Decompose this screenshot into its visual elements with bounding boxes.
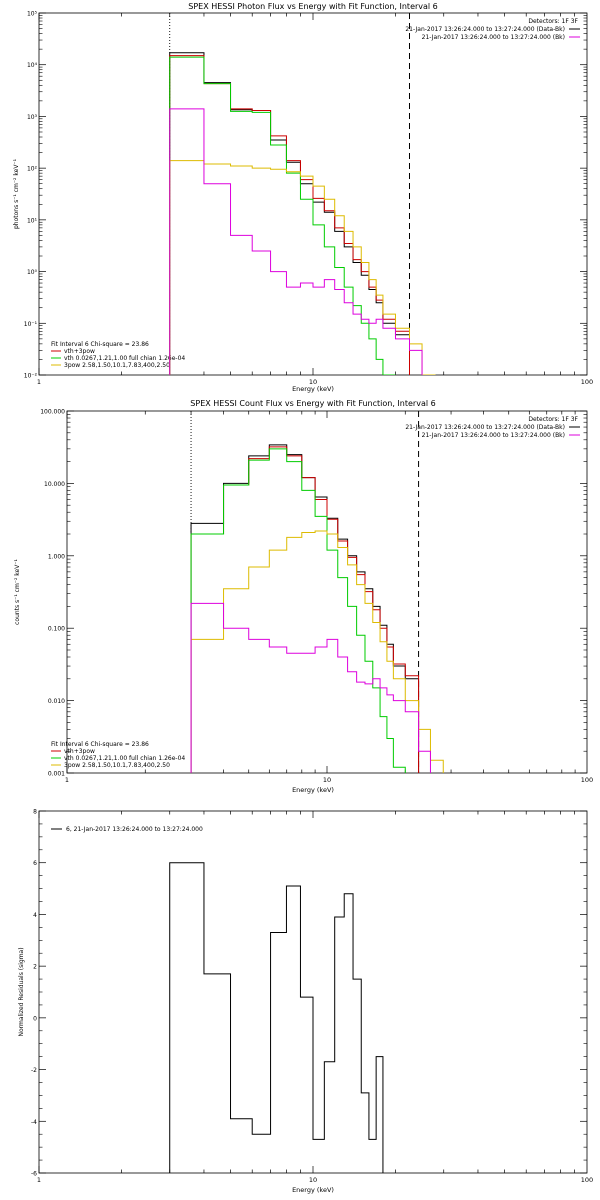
photon-flux-y-tick-label: 10³: [27, 114, 38, 121]
residuals-y-tick-label: -4: [31, 1119, 37, 1126]
photon-flux-series-background: [169, 108, 423, 375]
count-flux-y-tick-label: 10.000: [44, 481, 65, 488]
photon-flux-detectors: Detectors: 1F 3F: [528, 18, 578, 25]
count-flux-fit-label-vth: vth 0.0267,1.21,1.00 full chian 1.26e-04: [64, 755, 185, 762]
residuals-y-tick-label: 8: [33, 809, 37, 816]
photon-flux-series-vth: [169, 56, 396, 375]
count-flux-y-tick-label: 0.100: [48, 626, 65, 633]
count-flux-fit-label-vth3pow: vth+3pow: [64, 748, 95, 755]
photon-flux-y-tick-label: 10⁻¹: [24, 321, 38, 328]
count-flux-obs-label: 21-Jan-2017 13:26:24.000 to 13:27:24.000…: [405, 424, 565, 431]
photon-flux-y-tick-label: 10¹: [27, 217, 38, 224]
photon-flux-series-vth_3pow: [169, 55, 410, 375]
count-flux-detectors: Detectors: 1F 3F: [528, 416, 578, 423]
photon-flux-fit-header: Fit Interval 6 Chi-square = 23.86: [51, 341, 149, 348]
photon-flux-fit-label-3pow: 3pow 2.58,1.50,10.1,7.83,400,2.50: [64, 362, 170, 369]
residuals-x-tick-label: 10: [309, 1176, 317, 1184]
photon-flux-x-tick-label: 10: [309, 378, 317, 386]
count-flux-x-tick-label: 1: [65, 776, 69, 784]
residuals-legend-label: 6, 21-Jan-2017 13:26:24.000 to 13:27:24.…: [66, 826, 203, 833]
photon-flux-x-tick-label: 100: [581, 378, 593, 386]
residuals-panel: 6, 21-Jan-2017 13:26:24.000 to 13:27:24.…: [18, 809, 593, 1195]
residuals-y-tick-label: 6: [33, 860, 37, 867]
count-flux-ylabel: counts s⁻¹ cm⁻² keV⁻¹: [14, 559, 21, 625]
count-flux-plot-frame: [66, 410, 588, 774]
residuals-y-tick-label: -6: [31, 1171, 37, 1178]
residuals-ylabel: Normalized Residuals (sigma): [18, 947, 25, 1036]
count-flux-title: SPEX HESSI Count Flux vs Energy with Fit…: [190, 399, 435, 408]
residuals-series-residual: [169, 862, 384, 1173]
photon-flux-y-tick-label: 10⁵: [27, 11, 38, 18]
residuals-x-tick-label: 100: [581, 1176, 593, 1184]
photon-flux-obs-label: 21-Jan-2017 13:26:24.000 to 13:27:24.000…: [405, 26, 565, 33]
count-flux-series-total: [190, 444, 420, 773]
photon-flux-y-tick-label: 10²: [27, 166, 38, 173]
photon-flux-series-3pow: [169, 160, 436, 375]
count-flux-y-tick-label: 0.001: [48, 771, 65, 778]
residuals-y-tick-label: -2: [31, 1067, 37, 1074]
photon-flux-title: SPEX HESSI Photon Flux vs Energy with Fi…: [188, 2, 438, 11]
count-flux-fit-label-3pow: 3pow 2.58,1.50,10.1,7.83,400,2.50: [64, 762, 170, 769]
count-flux-y-tick-label: 0.010: [48, 698, 65, 705]
count-flux-y-tick-label: 100.000: [40, 409, 65, 416]
count-flux-xlabel: Energy (keV): [292, 786, 334, 794]
count-flux-panel: SPEX HESSI Count Flux vs Energy with Fit…: [14, 399, 593, 794]
photon-flux-x-tick-label: 1: [37, 378, 41, 386]
count-flux-series-vth_3pow: [190, 446, 420, 773]
photon-flux-panel: SPEX HESSI Photon Flux vs Energy with Fi…: [13, 2, 593, 393]
count-flux-x-tick-label: 100: [581, 776, 593, 784]
count-flux-series-3pow: [190, 530, 444, 773]
photon-flux-bk-label: 21-Jan-2017 13:26:24.000 to 13:27:24.000…: [422, 34, 565, 41]
count-flux-bk-label: 21-Jan-2017 13:26:24.000 to 13:27:24.000…: [422, 432, 565, 439]
photon-flux-ylabel: photons s⁻¹ cm⁻² keV⁻¹: [13, 158, 20, 229]
photon-flux-series-total: [169, 52, 410, 375]
residuals-x-tick-label: 1: [37, 1176, 41, 1184]
photon-flux-y-tick-label: 10⁰: [27, 269, 38, 276]
photon-flux-y-tick-label: 10⁻²: [24, 373, 38, 380]
residuals-xlabel: Energy (keV): [292, 1186, 334, 1194]
count-flux-fit-header: Fit Interval 6 Chi-square = 23.86: [51, 741, 149, 748]
photon-flux-y-tick-label: 10⁴: [27, 62, 38, 69]
residuals-y-tick-label: 0: [33, 1015, 37, 1022]
count-flux-series-vth: [190, 448, 406, 773]
residuals-y-tick-label: 2: [33, 964, 37, 971]
residuals-y-tick-label: 4: [33, 912, 37, 919]
count-flux-series-background: [190, 602, 431, 773]
photon-flux-fit-label-vth: vth 0.0267,1.21,1.00 full chian 1.26e-04: [64, 355, 185, 362]
count-flux-y-tick-label: 1.000: [48, 553, 65, 560]
photon-flux-fit-label-vth3pow: vth+3pow: [64, 348, 95, 355]
photon-flux-xlabel: Energy (keV): [292, 385, 334, 393]
count-flux-x-tick-label: 10: [323, 776, 331, 784]
